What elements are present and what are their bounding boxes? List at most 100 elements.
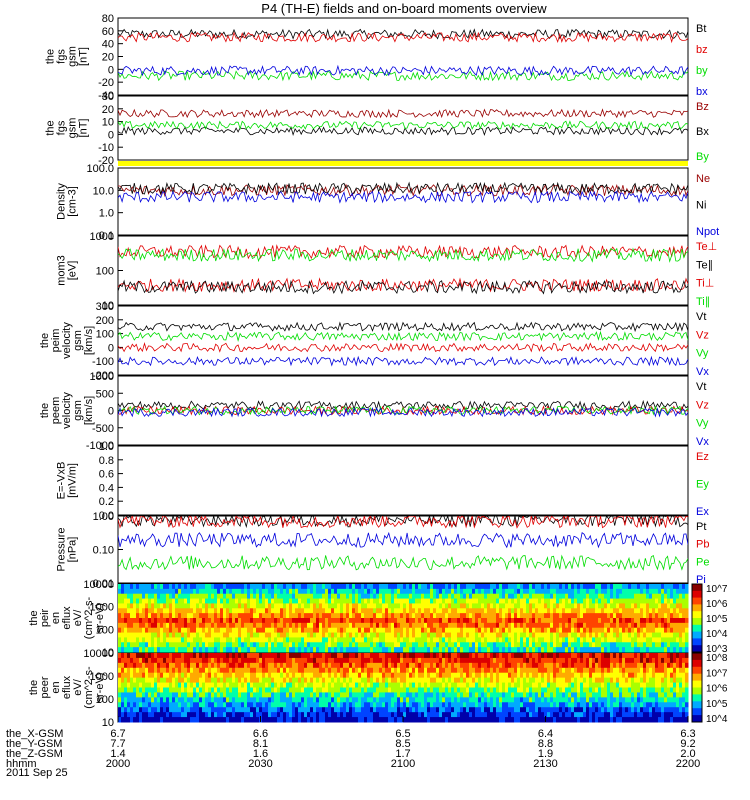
spectrogram-cell [208, 627, 212, 634]
spectrogram-cell [556, 598, 560, 604]
spectrogram-cell [346, 637, 350, 643]
spectrogram-cell [388, 662, 392, 669]
spectrogram-cell [553, 603, 557, 609]
spectrogram-cell [304, 717, 308, 723]
spectrogram-cell [406, 657, 410, 664]
spectrogram-cell [589, 613, 593, 619]
spectrogram-cell [442, 647, 446, 653]
spectrogram-cell [403, 632, 407, 638]
spectrogram-cell [571, 598, 575, 604]
spectrogram-cell [238, 707, 242, 713]
spectrogram-cell [403, 677, 407, 684]
spectrogram-cell [478, 584, 482, 590]
y-axis-label: [mV/m] [67, 463, 79, 498]
spectrogram-cell [196, 608, 200, 614]
spectrogram-cell [550, 672, 554, 679]
spectrogram-cell [130, 593, 134, 600]
spectrogram-cell [148, 622, 152, 629]
spectrogram-cell [124, 627, 128, 634]
spectrogram-cell [559, 677, 563, 684]
spectrogram-cell [538, 588, 542, 595]
spectrogram-cell [163, 647, 167, 653]
spectrogram-cell [280, 672, 284, 679]
spectrogram-cell [397, 637, 401, 643]
spectrogram-cell [586, 588, 590, 595]
spectrogram-cell [145, 618, 149, 624]
spectrogram-cell [445, 588, 449, 595]
y-tick-label: 80 [102, 13, 114, 25]
spectrogram-cell [136, 702, 140, 708]
spectrogram-cell [265, 637, 269, 643]
spectrogram-cell [166, 712, 170, 718]
spectrogram-cell [256, 647, 260, 653]
spectrogram-cell [301, 677, 305, 684]
spectrogram-cell [514, 687, 518, 693]
spectrogram-cell [268, 642, 272, 648]
legend-label: bz [696, 44, 708, 56]
spectrogram-cell [484, 603, 488, 609]
spectrogram-cell [295, 697, 299, 703]
spectrogram-cell [424, 632, 428, 638]
spectrogram-cell [604, 603, 608, 609]
spectrogram-cell [250, 647, 254, 653]
spectrogram-cell [160, 653, 164, 659]
spectrogram-cell [244, 622, 248, 629]
spectrogram-cell [472, 677, 476, 684]
spectrogram-cell [394, 687, 398, 693]
spectrogram-cell [214, 608, 218, 614]
spectrogram-cell [406, 672, 410, 679]
spectrogram-cell [157, 584, 161, 590]
spectrogram-cell [319, 667, 323, 674]
spectrogram-cell [373, 717, 377, 723]
spectrogram-cell [649, 632, 653, 638]
spectrogram-cell [220, 657, 224, 664]
spectrogram-cell [604, 618, 608, 624]
spectrogram-cell [466, 702, 470, 708]
legend-label: Ex [696, 506, 709, 518]
spectrogram-cell [361, 653, 365, 659]
spectrogram-cell [286, 697, 290, 703]
spectrogram-cell [463, 598, 467, 604]
spectrogram-cell [370, 692, 374, 698]
spectrogram-cell [220, 637, 224, 643]
spectrogram-cell [571, 618, 575, 624]
spectrogram-cell [454, 682, 458, 688]
spectrogram-cell [490, 682, 494, 688]
series-line-Npot [118, 190, 688, 204]
spectrogram-cell [376, 593, 380, 600]
spectrogram-cell [220, 622, 224, 629]
spectrogram-cell [493, 598, 497, 604]
spectrogram-cell [502, 647, 506, 653]
spectrogram-cell [253, 584, 257, 590]
spectrogram-cell [142, 603, 146, 609]
spectrogram-cell [358, 598, 362, 604]
spectrogram-cell [508, 588, 512, 595]
spectrogram-cell [247, 622, 251, 629]
spectrogram-cell [373, 627, 377, 634]
spectrogram-cell [562, 697, 566, 703]
spectrogram-cell [475, 662, 479, 669]
spectrogram-cell [379, 593, 383, 600]
spectrogram-cell [409, 637, 413, 643]
spectrogram-cell [397, 653, 401, 659]
spectrogram-cell [658, 632, 662, 638]
spectrogram-cell [385, 657, 389, 664]
spectrogram-cell [535, 657, 539, 664]
spectrogram-cell [541, 692, 545, 698]
spectrogram-cell [193, 707, 197, 713]
spectrogram-cell [379, 598, 383, 604]
spectrogram-cell [379, 632, 383, 638]
spectrogram-cell [319, 613, 323, 619]
spectrogram-cell [253, 627, 257, 634]
spectrogram-cell [379, 613, 383, 619]
spectrogram-cell [223, 603, 227, 609]
spectrogram-cell [427, 717, 431, 723]
spectrogram-cell [667, 647, 671, 653]
spectrogram-cell [283, 682, 287, 688]
spectrogram-cell [337, 667, 341, 674]
spectrogram-cell [682, 593, 686, 600]
spectrogram-cell [217, 697, 221, 703]
spectrogram-cell [439, 712, 443, 718]
spectrogram-cell [181, 627, 185, 634]
spectrogram-cell [592, 584, 596, 590]
